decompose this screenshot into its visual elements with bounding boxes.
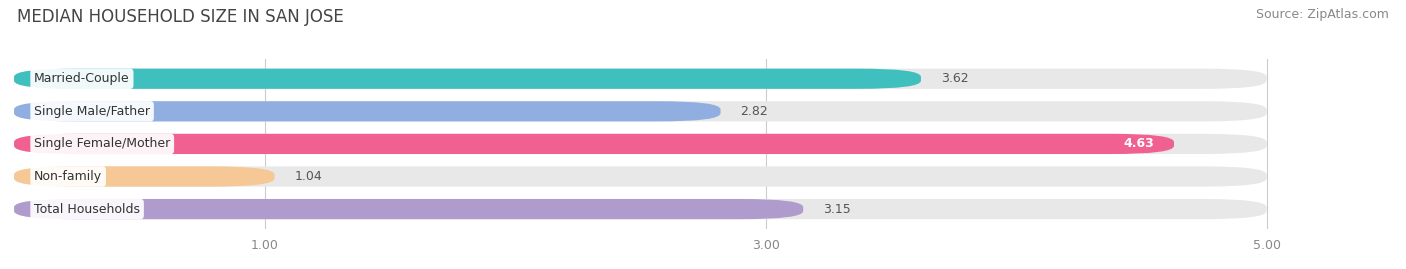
FancyBboxPatch shape xyxy=(14,167,1267,187)
FancyBboxPatch shape xyxy=(14,69,921,89)
Text: Non-family: Non-family xyxy=(34,170,103,183)
Text: 3.62: 3.62 xyxy=(941,72,969,85)
FancyBboxPatch shape xyxy=(14,134,1174,154)
Text: Single Male/Father: Single Male/Father xyxy=(34,105,150,118)
Text: 3.15: 3.15 xyxy=(824,203,851,215)
FancyBboxPatch shape xyxy=(14,69,1267,89)
Text: Source: ZipAtlas.com: Source: ZipAtlas.com xyxy=(1256,8,1389,21)
FancyBboxPatch shape xyxy=(14,199,803,219)
FancyBboxPatch shape xyxy=(14,101,720,121)
FancyBboxPatch shape xyxy=(14,134,1267,154)
Text: Married-Couple: Married-Couple xyxy=(34,72,129,85)
Text: Total Households: Total Households xyxy=(34,203,141,215)
Text: 1.04: 1.04 xyxy=(295,170,322,183)
Text: 4.63: 4.63 xyxy=(1123,137,1154,150)
FancyBboxPatch shape xyxy=(14,101,1267,121)
FancyBboxPatch shape xyxy=(14,167,274,187)
FancyBboxPatch shape xyxy=(14,199,1267,219)
Text: Single Female/Mother: Single Female/Mother xyxy=(34,137,170,150)
Text: 2.82: 2.82 xyxy=(741,105,768,118)
Text: MEDIAN HOUSEHOLD SIZE IN SAN JOSE: MEDIAN HOUSEHOLD SIZE IN SAN JOSE xyxy=(17,8,343,26)
